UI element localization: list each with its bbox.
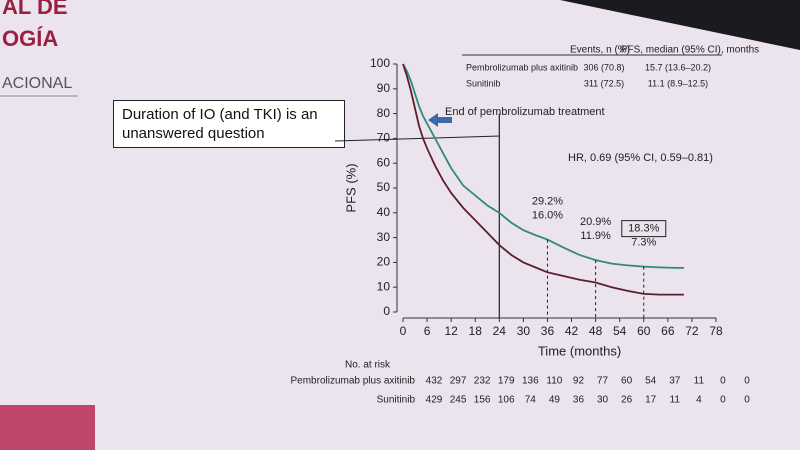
landmark-label: 7.3% bbox=[631, 237, 656, 249]
risk-count: 156 bbox=[474, 395, 491, 406]
risk-count: 232 bbox=[474, 376, 491, 387]
risk-count: 106 bbox=[498, 395, 515, 406]
survival-curve bbox=[402, 63, 684, 296]
slide-fragment: AL DE bbox=[2, 0, 68, 19]
risk-count: 0 bbox=[720, 395, 726, 406]
risk-count: 11 bbox=[670, 395, 681, 406]
legend-pfs: 15.7 (13.6–20.2) bbox=[645, 62, 711, 72]
risk-title: No. at risk bbox=[345, 360, 391, 371]
x-tick-label: 36 bbox=[541, 324, 555, 338]
hr-text: HR, 0.69 (95% CI, 0.59–0.81) bbox=[568, 152, 713, 164]
y-tick-label: 30 bbox=[377, 230, 391, 244]
x-tick-label: 48 bbox=[589, 324, 603, 338]
survival-curve bbox=[402, 63, 684, 269]
risk-count: 0 bbox=[744, 376, 750, 387]
x-tick-label: 24 bbox=[493, 324, 507, 338]
risk-name: Pembrolizumab plus axitinib bbox=[290, 376, 415, 387]
legend-name: Pembrolizumab plus axitinib bbox=[466, 62, 578, 72]
x-tick-label: 18 bbox=[469, 324, 483, 338]
risk-name: Sunitinib bbox=[377, 395, 416, 406]
risk-count: 11 bbox=[694, 376, 705, 387]
x-tick-label: 6 bbox=[424, 324, 431, 338]
x-tick-label: 54 bbox=[613, 324, 627, 338]
legend-pfs: 11.1 (8.9–12.5) bbox=[648, 78, 708, 88]
risk-count: 432 bbox=[426, 376, 443, 387]
y-tick-label: 100 bbox=[370, 56, 390, 70]
risk-count: 77 bbox=[597, 376, 609, 387]
landmark-box bbox=[621, 220, 667, 238]
slide-fragment: ACIONAL bbox=[2, 75, 72, 92]
x-tick-label: 42 bbox=[565, 324, 579, 338]
x-tick-label: 30 bbox=[517, 324, 531, 338]
x-tick-label: 0 bbox=[400, 324, 407, 338]
y-tick-label: 80 bbox=[377, 106, 391, 120]
risk-count: 17 bbox=[645, 395, 657, 406]
y-tick-label: 90 bbox=[377, 81, 391, 95]
risk-count: 179 bbox=[498, 376, 515, 387]
y-axis-label: PFS (%) bbox=[343, 163, 358, 212]
legend-header: PFS, median (95% CI), months bbox=[621, 45, 759, 56]
x-tick-label: 78 bbox=[709, 324, 723, 338]
arrow bbox=[428, 113, 452, 127]
landmark-label: 16.0% bbox=[532, 209, 563, 221]
risk-count: 54 bbox=[645, 376, 657, 387]
risk-count: 110 bbox=[546, 376, 562, 387]
callout-pointer bbox=[334, 135, 501, 142]
y-tick-label: 10 bbox=[377, 279, 391, 293]
risk-count: 37 bbox=[669, 376, 681, 387]
y-tick-label: 50 bbox=[377, 180, 391, 194]
risk-count: 36 bbox=[573, 395, 585, 406]
x-tick-label: 72 bbox=[685, 324, 699, 338]
risk-count: 30 bbox=[597, 395, 609, 406]
screen-edge bbox=[560, 0, 800, 50]
x-axis-label: Time (months) bbox=[538, 343, 621, 358]
legend-events: 311 (72.5) bbox=[584, 78, 624, 88]
callout: Duration of IO (and TKI) is an unanswere… bbox=[113, 100, 345, 148]
landmark-label: 11.9% bbox=[580, 230, 611, 242]
risk-count: 297 bbox=[450, 376, 467, 387]
landmark-label: 18.3% bbox=[628, 223, 659, 235]
x-tick-label: 12 bbox=[444, 324, 458, 338]
risk-count: 74 bbox=[525, 395, 537, 406]
legend-name: Sunitinib bbox=[466, 78, 501, 88]
slide-fragment: OGÍA bbox=[2, 26, 58, 51]
y-tick-label: 0 bbox=[383, 304, 390, 318]
treatment-end-label: End of pembrolizumab treatment bbox=[445, 106, 605, 118]
y-tick-label: 40 bbox=[377, 205, 391, 219]
risk-count: 92 bbox=[573, 376, 585, 387]
logo-block bbox=[0, 405, 95, 450]
risk-count: 0 bbox=[744, 395, 750, 406]
landmark-label: 20.9% bbox=[580, 216, 611, 228]
legend-header: Events, n (%) bbox=[570, 45, 630, 56]
legend-events: 306 (70.8) bbox=[583, 62, 624, 72]
y-tick-label: 70 bbox=[377, 131, 391, 145]
y-tick-label: 20 bbox=[377, 255, 391, 269]
y-tick-label: 60 bbox=[377, 155, 391, 169]
landmark-label: 29.2% bbox=[532, 195, 563, 207]
risk-count: 429 bbox=[426, 395, 443, 406]
risk-count: 60 bbox=[621, 376, 633, 387]
risk-count: 245 bbox=[450, 395, 467, 406]
risk-count: 26 bbox=[621, 395, 633, 406]
risk-count: 4 bbox=[696, 395, 702, 406]
risk-count: 0 bbox=[720, 376, 726, 387]
x-tick-label: 66 bbox=[661, 324, 675, 338]
risk-count: 49 bbox=[549, 395, 561, 406]
x-tick-label: 60 bbox=[637, 324, 651, 338]
risk-count: 136 bbox=[522, 376, 539, 387]
